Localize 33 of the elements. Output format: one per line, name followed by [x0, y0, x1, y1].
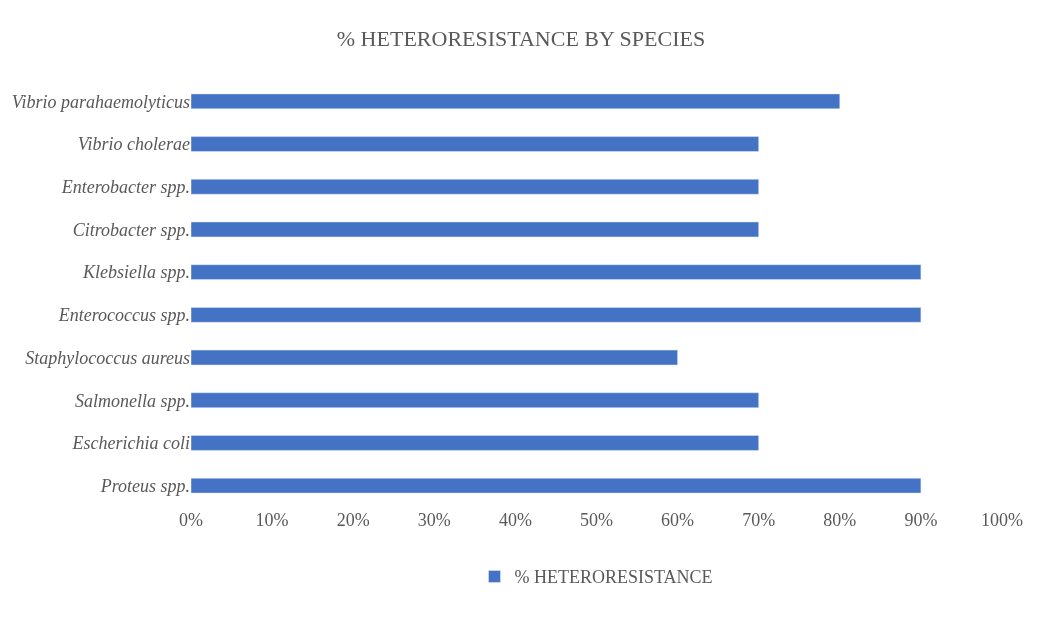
x-tick-label: 80%: [823, 510, 857, 530]
x-tick-label: 30%: [417, 510, 451, 530]
bar: [191, 136, 759, 152]
bar: [191, 221, 759, 238]
x-tick-label: 0%: [179, 510, 203, 530]
y-tick-label: Escherichia coli: [71, 433, 190, 454]
x-tick-label: 10%: [255, 510, 289, 530]
x-tick-label: 90%: [904, 510, 938, 530]
x-tick-label: 100%: [981, 510, 1023, 530]
y-tick-label: Enterobacter spp.: [60, 177, 190, 198]
bar: [191, 179, 759, 195]
x-tick-label: 70%: [742, 510, 776, 530]
y-tick-label: Vibrio parahaemolyticus: [11, 91, 190, 112]
chart-title: % HETERORESISTANCE BY SPECIES: [336, 26, 706, 52]
y-tick-label: Klebsiella spp.: [82, 262, 190, 283]
y-tick-label: Citrobacter spp.: [72, 219, 190, 240]
x-tick-label: 40%: [498, 510, 532, 530]
x-tick-label: 60%: [661, 510, 695, 530]
bar: [191, 307, 922, 323]
y-tick-label: Staphylococcus aureus: [25, 347, 190, 368]
x-tick-label: 20%: [336, 510, 370, 530]
y-tick-label: Vibrio cholerae: [77, 134, 191, 155]
legend-label: % HETERORESISTANCE: [514, 567, 713, 588]
y-tick-label: Proteus spp.: [99, 475, 190, 496]
bar: [191, 435, 759, 451]
y-tick-label: Salmonella spp.: [75, 390, 190, 411]
bar: [191, 392, 759, 408]
y-tick-label: Enterococcus spp.: [57, 305, 190, 326]
bar: [191, 93, 841, 110]
x-tick-label: 50%: [580, 510, 613, 530]
bar: [191, 477, 922, 494]
bar: [191, 264, 922, 280]
bar: [191, 349, 678, 366]
